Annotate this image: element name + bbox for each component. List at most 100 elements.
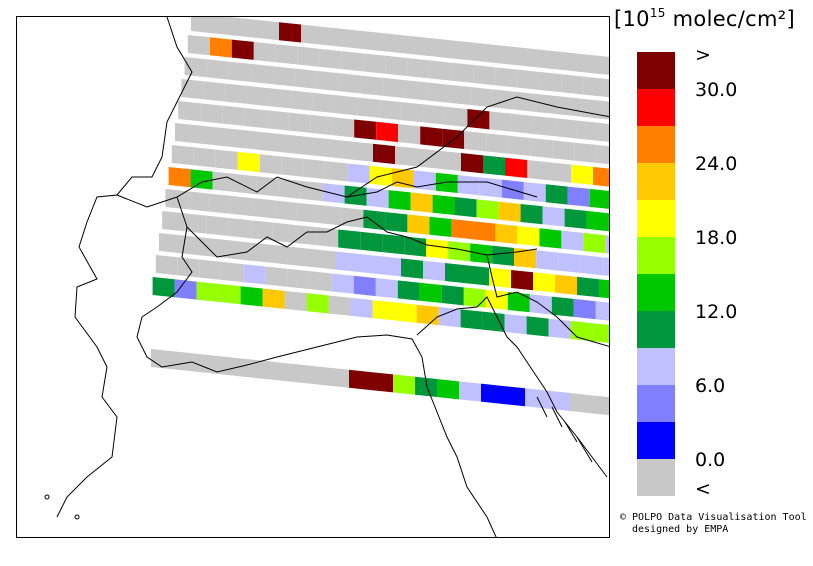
swath-pixel: [451, 219, 474, 240]
swath-pixel: [498, 201, 521, 222]
swath-pixel: [483, 155, 505, 176]
swath-pixel: [486, 133, 509, 154]
colorbar: [637, 52, 675, 496]
swath-pixel: [209, 193, 232, 214]
swath-pixel: [439, 150, 461, 172]
swath-pixel: [479, 177, 502, 198]
swath-pixel: [231, 195, 254, 217]
swath-pixel: [187, 191, 210, 212]
swath-pixel: [278, 178, 301, 199]
swath-pixel: [263, 132, 285, 153]
swath-pixel: [228, 217, 251, 239]
swath-pixel: [457, 175, 480, 196]
swath-pixel: [385, 55, 408, 77]
swath-pixel: [215, 149, 238, 170]
swath-pixel: [335, 251, 357, 272]
swath-pixel: [347, 163, 370, 184]
swath-pixel: [473, 65, 496, 86]
swath-pixel: [517, 69, 540, 90]
swath-pixel: [265, 266, 288, 287]
swath-pixel: [244, 107, 267, 129]
swath-pixel: [266, 110, 289, 131]
swath-pixel: [253, 41, 276, 63]
swath-pixel: [413, 170, 436, 191]
swath-pixel: [551, 296, 574, 317]
swath-pixel: [587, 54, 609, 75]
swath-pixel: [338, 73, 361, 94]
swath-pixel: [222, 105, 245, 126]
swath-pixel: [514, 247, 537, 269]
swath-pixel: [250, 220, 273, 241]
swath-pixel: [467, 265, 489, 286]
swath-pixel: [162, 211, 185, 232]
island-marker: [74, 514, 80, 520]
colorbar-swatch: [637, 385, 675, 422]
swath-pixel: [373, 143, 395, 165]
swath-pixel: [555, 274, 577, 295]
colorbar-label: 30.0: [695, 79, 738, 101]
swath-pixel: [536, 93, 559, 115]
swath-pixel: [237, 151, 260, 173]
swath-pixel: [213, 17, 235, 36]
swath-pixel: [239, 358, 261, 379]
swath-pixel: [482, 311, 505, 332]
swath-pixel: [328, 295, 351, 316]
swath-pixel: [455, 40, 477, 62]
swath-pixel: [331, 273, 354, 294]
swath-pixel: [338, 229, 361, 250]
swath-pixel: [379, 256, 401, 277]
swath-pixel: [530, 137, 553, 159]
swath-pixel: [371, 372, 393, 393]
swath-pixel: [539, 228, 562, 249]
swath-pixel: [363, 53, 386, 74]
swath-pixel: [199, 259, 222, 280]
swath-pixel: [327, 367, 349, 388]
swath-pixel: [379, 99, 402, 121]
swath-pixel: [393, 374, 415, 395]
swath-pixel: [323, 26, 345, 48]
swath-pixel: [351, 141, 373, 162]
border-swiss-italy: [176, 196, 368, 258]
swath-pixel: [382, 234, 405, 255]
border-switzerland: [116, 176, 538, 208]
swath-pixel: [504, 313, 527, 335]
swath-pixel: [240, 286, 263, 307]
swath-pixel: [206, 215, 229, 236]
swath-pixel: [297, 46, 320, 67]
swath-pixel: [247, 85, 270, 107]
swath-pixel: [159, 233, 181, 254]
swath-pixel: [350, 297, 373, 319]
swath-pixel: [389, 33, 411, 55]
swath-pixel: [221, 261, 244, 283]
swath-pixel: [398, 124, 421, 145]
colorbar-swatch: [637, 422, 675, 459]
swath-pixel: [492, 245, 515, 266]
swath-pixel: [459, 381, 481, 402]
swath-pixel: [448, 241, 471, 262]
swath-pixel: [404, 236, 427, 257]
swath-pixel: [259, 154, 282, 175]
swath-pixel: [212, 171, 235, 192]
swath-pixel: [294, 68, 317, 89]
swath-pixel: [565, 52, 587, 73]
swath-pixel: [209, 37, 232, 58]
swath-pixel: [376, 121, 399, 143]
map-panel[interactable]: [16, 16, 610, 538]
islands: [536, 396, 593, 463]
swath-pixel: [341, 51, 364, 72]
swath-pixel: [281, 156, 304, 177]
swath-pixel: [543, 49, 565, 71]
colorbar-swatch: [637, 459, 675, 496]
swath-pixel: [489, 111, 512, 132]
swath-pixel: [181, 79, 204, 100]
swath-pixel: [552, 140, 575, 161]
swath-pixel: [499, 45, 521, 66]
swath-pixel: [445, 263, 467, 284]
swath-pixel: [219, 127, 241, 148]
colorbar-swatch: [637, 348, 675, 385]
swath-pixel: [548, 318, 571, 339]
swath-pixel: [316, 227, 339, 248]
swath-pixel: [558, 96, 581, 117]
swath-pixel: [261, 360, 283, 381]
swath-pixel: [291, 90, 314, 111]
